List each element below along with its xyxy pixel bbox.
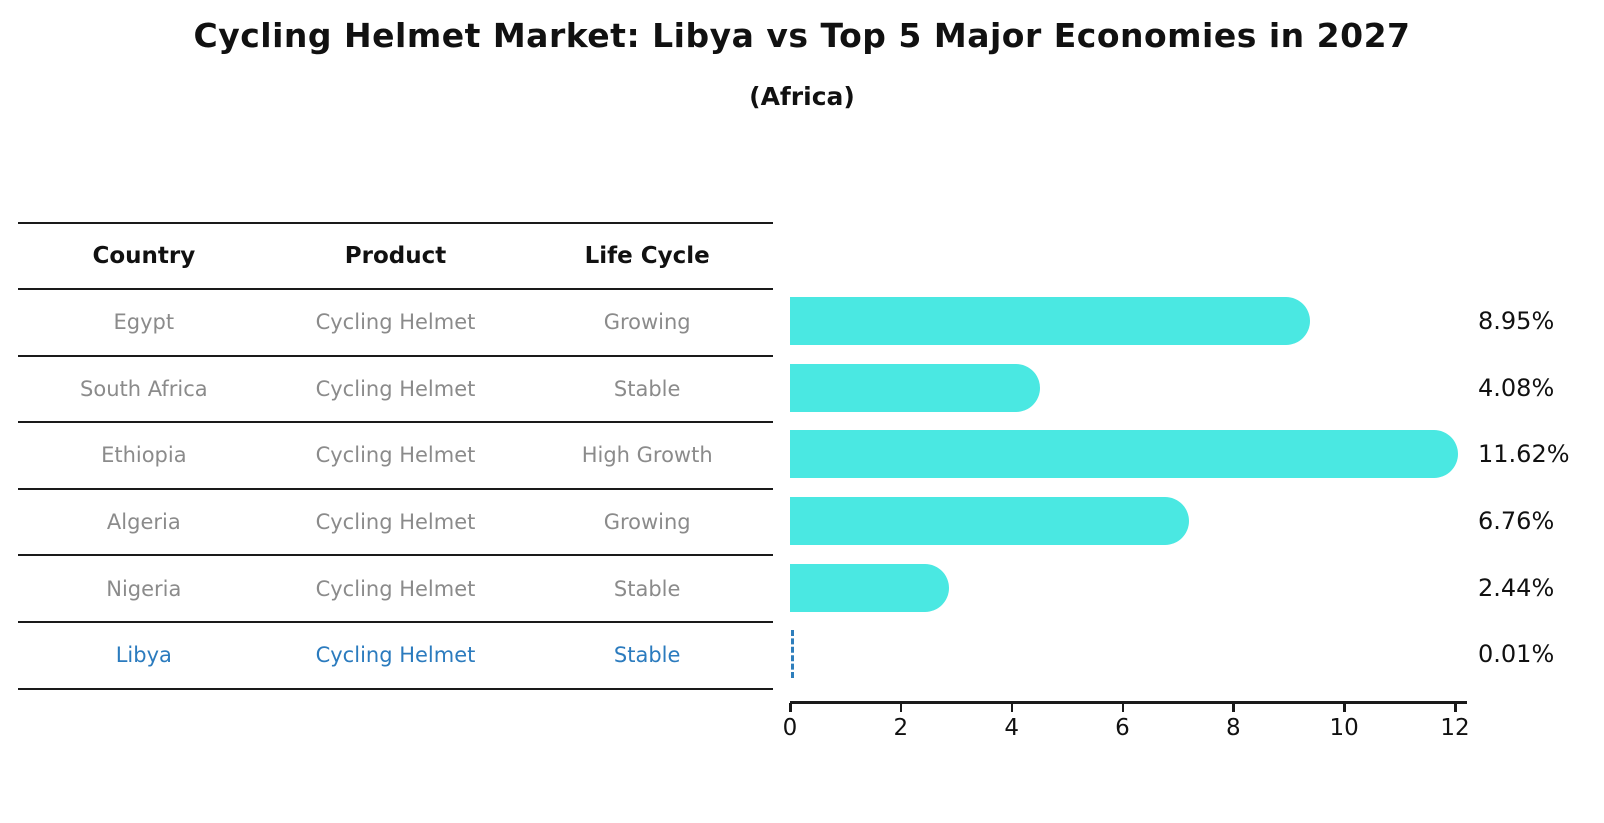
x-axis-tick (1343, 703, 1346, 712)
table-cell-life-cycle: Stable (613, 376, 681, 401)
table-body: Egypt Cycling Helmet Growing South Africa Cy… (18, 290, 773, 690)
table-row: Egypt Cycling Helmet Growing (18, 290, 773, 357)
x-axis-spine (790, 701, 1467, 704)
bar (790, 563, 950, 612)
table-cell-product: Cycling Helmet (315, 510, 476, 535)
chart-title: Cycling Helmet Market: Libya vs Top 5 Ma… (193, 16, 1411, 55)
table-cell-country: Libya (115, 643, 172, 668)
x-axis-tick (1121, 703, 1124, 712)
value-label-row: 4.08% (1478, 355, 1604, 422)
table-cell-country: Algeria (106, 510, 181, 535)
value-label-row: 2.44% (1478, 554, 1604, 621)
bars (790, 288, 1490, 688)
x-axis-tick (1232, 703, 1235, 712)
value-label-row: 6.76% (1478, 488, 1604, 555)
table-cell-life-cycle: High Growth (581, 443, 713, 468)
bar-row (790, 488, 1490, 555)
x-axis-tick-label: 12 (1440, 715, 1470, 741)
chart-subtitle: (Africa) (749, 82, 855, 111)
bar-row (790, 288, 1490, 355)
value-label-row: 8.95% (1478, 288, 1604, 355)
table-cell-product: Cycling Helmet (315, 310, 476, 335)
bar-row (790, 421, 1490, 488)
bar-row (790, 621, 1490, 688)
x-axis-tick (789, 703, 792, 712)
bar (790, 297, 1310, 346)
country-table: Country Product Life Cycle Egypt Cycling … (18, 222, 773, 690)
highlight-bar-dashed (791, 630, 794, 679)
table-cell-country: Nigeria (106, 576, 182, 601)
value-label: 8.95% (1478, 307, 1555, 336)
bar (790, 497, 1189, 546)
table-cell-country: Egypt (113, 310, 175, 335)
value-labels: 8.95% 4.08% 11.62% 6.76% 2.44% 0.01% (1478, 288, 1604, 688)
value-label-row: 0.01% (1478, 621, 1604, 688)
value-label: 11.62% (1478, 440, 1570, 469)
value-label: 2.44% (1478, 573, 1555, 602)
table-header-life-cycle: Life Cycle (584, 243, 710, 269)
value-label: 6.76% (1478, 507, 1555, 536)
x-axis-tick-label: 8 (1226, 715, 1241, 741)
table-cell-product: Cycling Helmet (315, 376, 476, 401)
x-axis-tick-label: 10 (1329, 715, 1359, 741)
x-axis: 0 2 4 6 8 10 12 (783, 701, 1490, 761)
table-cell-country: South Africa (80, 376, 208, 401)
table-cell-product: Cycling Helmet (315, 443, 476, 468)
table-cell-life-cycle: Stable (613, 643, 681, 668)
x-axis-tick (1454, 703, 1457, 712)
table-row: Algeria Cycling Helmet Growing (18, 490, 773, 557)
value-label-row: 11.62% (1478, 421, 1604, 488)
table-header-row: Country Product Life Cycle (18, 224, 773, 290)
table-header-country: Country (92, 243, 196, 269)
x-axis-tick (1010, 703, 1014, 712)
x-axis-tick-label: 2 (893, 715, 909, 741)
value-label: 4.08% (1478, 373, 1555, 402)
table-cell-country: Ethiopia (101, 443, 187, 468)
x-axis-tick-label: 6 (1115, 715, 1130, 741)
bar-row (790, 355, 1490, 422)
table-cell-life-cycle: Stable (613, 576, 681, 601)
x-axis-tick (899, 703, 903, 712)
table-cell-product: Cycling Helmet (315, 643, 476, 668)
bar (790, 430, 1458, 479)
table-row: South Africa Cycling Helmet Stable (18, 357, 773, 424)
bar (790, 363, 1041, 412)
bar-row (790, 554, 1490, 621)
table-row: Nigeria Cycling Helmet Stable (18, 556, 773, 623)
table-row: Libya Cycling Helmet Stable (18, 623, 773, 690)
table-cell-life-cycle: Growing (603, 310, 691, 335)
table-cell-life-cycle: Growing (603, 510, 691, 535)
table-cell-product: Cycling Helmet (315, 576, 476, 601)
x-axis-tick-label: 4 (1004, 715, 1019, 741)
table-header-product: Product (344, 243, 447, 269)
value-label: 0.01% (1478, 640, 1555, 669)
table-row: Ethiopia Cycling Helmet High Growth (18, 423, 773, 490)
x-axis-tick-label: 0 (782, 715, 798, 741)
